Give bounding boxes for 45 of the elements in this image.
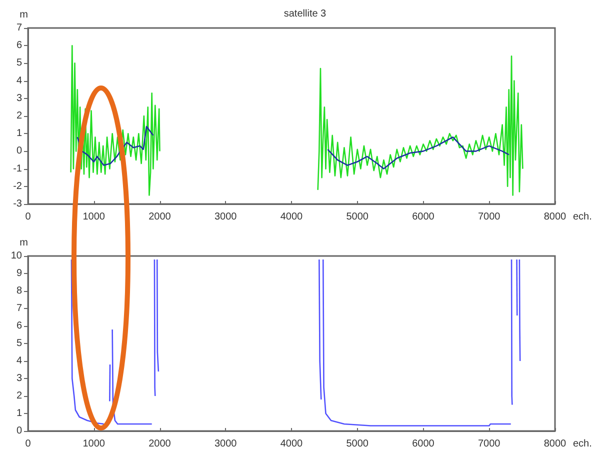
- x-tick-label: 8000: [544, 438, 567, 450]
- y-tick-label: 5: [16, 338, 22, 349]
- x-tick-label: 7000: [478, 438, 501, 450]
- y-tick-label: 6: [16, 320, 22, 332]
- y-tick-label: 3: [16, 92, 22, 104]
- y-tick-label: 0: [16, 146, 22, 157]
- x-tick-label: 1000: [82, 212, 106, 222]
- x-tick-label: 6000: [412, 438, 435, 450]
- x-tick-label: 3000: [214, 438, 238, 450]
- y-tick-label: 1: [16, 128, 22, 140]
- y-tick-label: 0: [16, 426, 22, 436]
- y-tick-label: 4: [16, 356, 22, 366]
- chart-title: satellite 3: [284, 8, 327, 20]
- y-tick-label: -2: [13, 180, 22, 192]
- x-tick-label: 4000: [280, 212, 304, 222]
- x-tick-label: 0: [25, 212, 32, 222]
- x-tick-label: 8000: [544, 212, 567, 222]
- y-axis-title: m: [20, 238, 28, 248]
- y-tick-label: 1: [16, 408, 22, 419]
- x-tick-label: 3000: [214, 212, 238, 222]
- x-tick-label: 6000: [412, 212, 435, 222]
- y-tick-label: 8: [16, 286, 22, 296]
- y-tick-label: 6: [16, 40, 22, 52]
- y-tick-label: 3: [16, 373, 22, 384]
- x-tick-label: 5000: [346, 438, 369, 450]
- y-tick-label: 2: [16, 390, 22, 402]
- y-tick-label: 7: [16, 22, 22, 34]
- y-tick-label: 7: [16, 303, 22, 314]
- y-tick-label: 2: [16, 110, 22, 122]
- x-axis-title: ech.: [573, 212, 592, 222]
- y-tick-label: 10: [10, 250, 22, 262]
- x-tick-label: 2000: [148, 212, 172, 222]
- x-tick-label: 0: [25, 438, 32, 450]
- x-tick-label: 7000: [478, 212, 501, 222]
- x-tick-label: 2000: [148, 438, 172, 450]
- y-tick-label: -1: [13, 163, 22, 174]
- y-axis-title: m: [20, 10, 28, 20]
- x-tick-label: 5000: [346, 212, 369, 222]
- x-tick-label: 1000: [82, 438, 106, 450]
- y-tick-label: -3: [13, 198, 22, 210]
- y-tick-label: 9: [16, 268, 22, 279]
- y-tick-label: 5: [16, 58, 22, 69]
- x-axis-title: ech.: [573, 438, 592, 450]
- y-tick-label: 4: [16, 75, 22, 86]
- x-tick-label: 4000: [280, 438, 304, 450]
